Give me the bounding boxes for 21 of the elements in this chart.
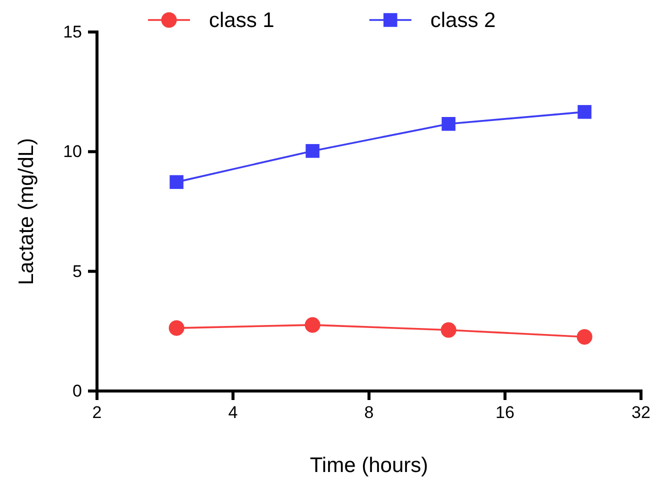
point	[576, 329, 592, 345]
x-tick-label: 4	[228, 403, 238, 422]
point	[578, 105, 592, 119]
legend-label: class 1	[209, 9, 274, 32]
x-tick-label: 2	[92, 403, 102, 422]
y-tick-label: 5	[72, 262, 82, 281]
point	[168, 320, 184, 336]
point	[170, 175, 184, 189]
point	[306, 144, 320, 158]
x-axis-title: Time (hours)	[310, 454, 428, 477]
x-tick-label: 16	[496, 403, 514, 422]
point	[442, 117, 456, 131]
y-tick-label: 15	[63, 22, 82, 42]
point	[304, 317, 320, 333]
y-tick-label: 0	[72, 381, 82, 400]
legend-label: class 2	[430, 9, 496, 32]
x-tick-label: 8	[364, 403, 374, 422]
x-tick-label: 32	[632, 403, 650, 422]
y-axis-title: Lactate (mg/dL)	[15, 138, 38, 286]
y-tick-label: 10	[63, 142, 82, 162]
point	[440, 322, 456, 338]
